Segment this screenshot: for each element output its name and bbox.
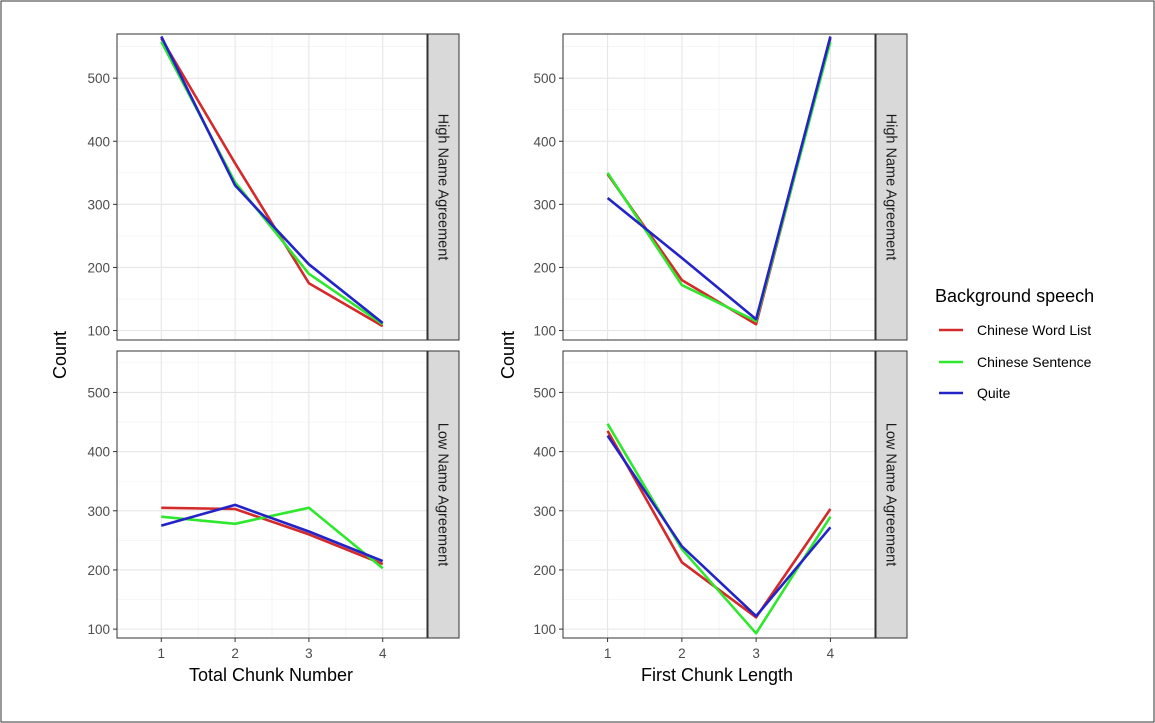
y-tick-label: 400 (87, 134, 110, 149)
series-line-quite (606, 434, 832, 618)
x-tick-label: 2 (678, 646, 686, 661)
facet-strip-label: High Name Agreement (435, 114, 451, 261)
series-line-chinese-sentence (606, 423, 832, 635)
facet-strip-label: Low Name Agreement (883, 423, 899, 566)
y-tick-label: 400 (87, 445, 110, 460)
x-tick-label: 4 (379, 646, 387, 661)
facet-strip (875, 350, 908, 639)
y-tick-label: 200 (533, 563, 556, 578)
legend-label-word-list: Chinese Word List (977, 322, 1091, 338)
right-panel-low: Low Name Agreement 100 200 300 400 500 1 2 3 4 (533, 350, 908, 661)
y-tick-label: 300 (87, 504, 110, 519)
legend-label-quite: Quite (977, 385, 1011, 401)
series-line-chinese-word-list (161, 506, 384, 566)
y-tick-label: 400 (533, 134, 556, 149)
series-line-chinese-sentence (161, 506, 384, 570)
facet-strip-label: Low Name Agreement (435, 423, 451, 566)
legend-label-sentence: Chinese Sentence (977, 354, 1092, 370)
y-tick-label: 400 (533, 445, 556, 460)
right-chart: Count First Chunk Length High Name Agree… (498, 33, 908, 685)
y-tick-label: 300 (87, 197, 110, 212)
y-tick-label: 300 (533, 504, 556, 519)
x-tick-label: 3 (752, 646, 760, 661)
x-tick-label: 1 (158, 646, 166, 661)
y-tick-label: 200 (87, 260, 110, 275)
left-chart: Count Total Chunk Number High Name Agree… (50, 33, 460, 685)
series-line-quite (160, 503, 384, 563)
y-tick-label: 200 (533, 260, 556, 275)
legend-title: Background speech (935, 286, 1094, 306)
left-y-axis-title: Count (50, 331, 70, 379)
y-tick-label: 100 (87, 622, 110, 637)
right-x-axis-title: First Chunk Length (641, 665, 793, 685)
y-tick-label: 300 (533, 197, 556, 212)
right-panel-high: High Name Agreement 100 200 300 400 500 (533, 33, 908, 341)
panel-border (562, 350, 876, 639)
facet-strip (875, 33, 908, 341)
right-y-axis-title: Count (498, 331, 518, 379)
left-panel-high: High Name Agreement 100 200 300 400 500 (87, 33, 460, 341)
left-panel-low: Low Name Agreement 100 200 300 400 500 1 2 3 4 (87, 350, 460, 661)
x-tick-label: 4 (827, 646, 835, 661)
series-line-quite (606, 36, 832, 321)
y-tick-label: 500 (87, 71, 110, 86)
y-tick-label: 100 (87, 324, 110, 339)
panel-border (116, 350, 428, 639)
panel-border (116, 33, 428, 341)
legend: Background speech Chinese Word List Chin… (935, 286, 1094, 401)
facet-strip-label: High Name Agreement (883, 114, 899, 261)
y-tick-label: 500 (533, 71, 556, 86)
series-line-quite (160, 35, 384, 325)
x-tick-label: 2 (231, 646, 239, 661)
facet-strip (427, 33, 460, 341)
facet-strip (427, 350, 460, 639)
left-x-axis-title: Total Chunk Number (189, 665, 353, 685)
y-tick-label: 200 (87, 563, 110, 578)
x-tick-label: 1 (604, 646, 612, 661)
y-tick-label: 500 (87, 385, 110, 400)
y-tick-label: 100 (533, 324, 556, 339)
panel-border (562, 33, 876, 341)
x-tick-label: 3 (305, 646, 313, 661)
y-tick-label: 100 (533, 622, 556, 637)
y-tick-label: 500 (533, 385, 556, 400)
